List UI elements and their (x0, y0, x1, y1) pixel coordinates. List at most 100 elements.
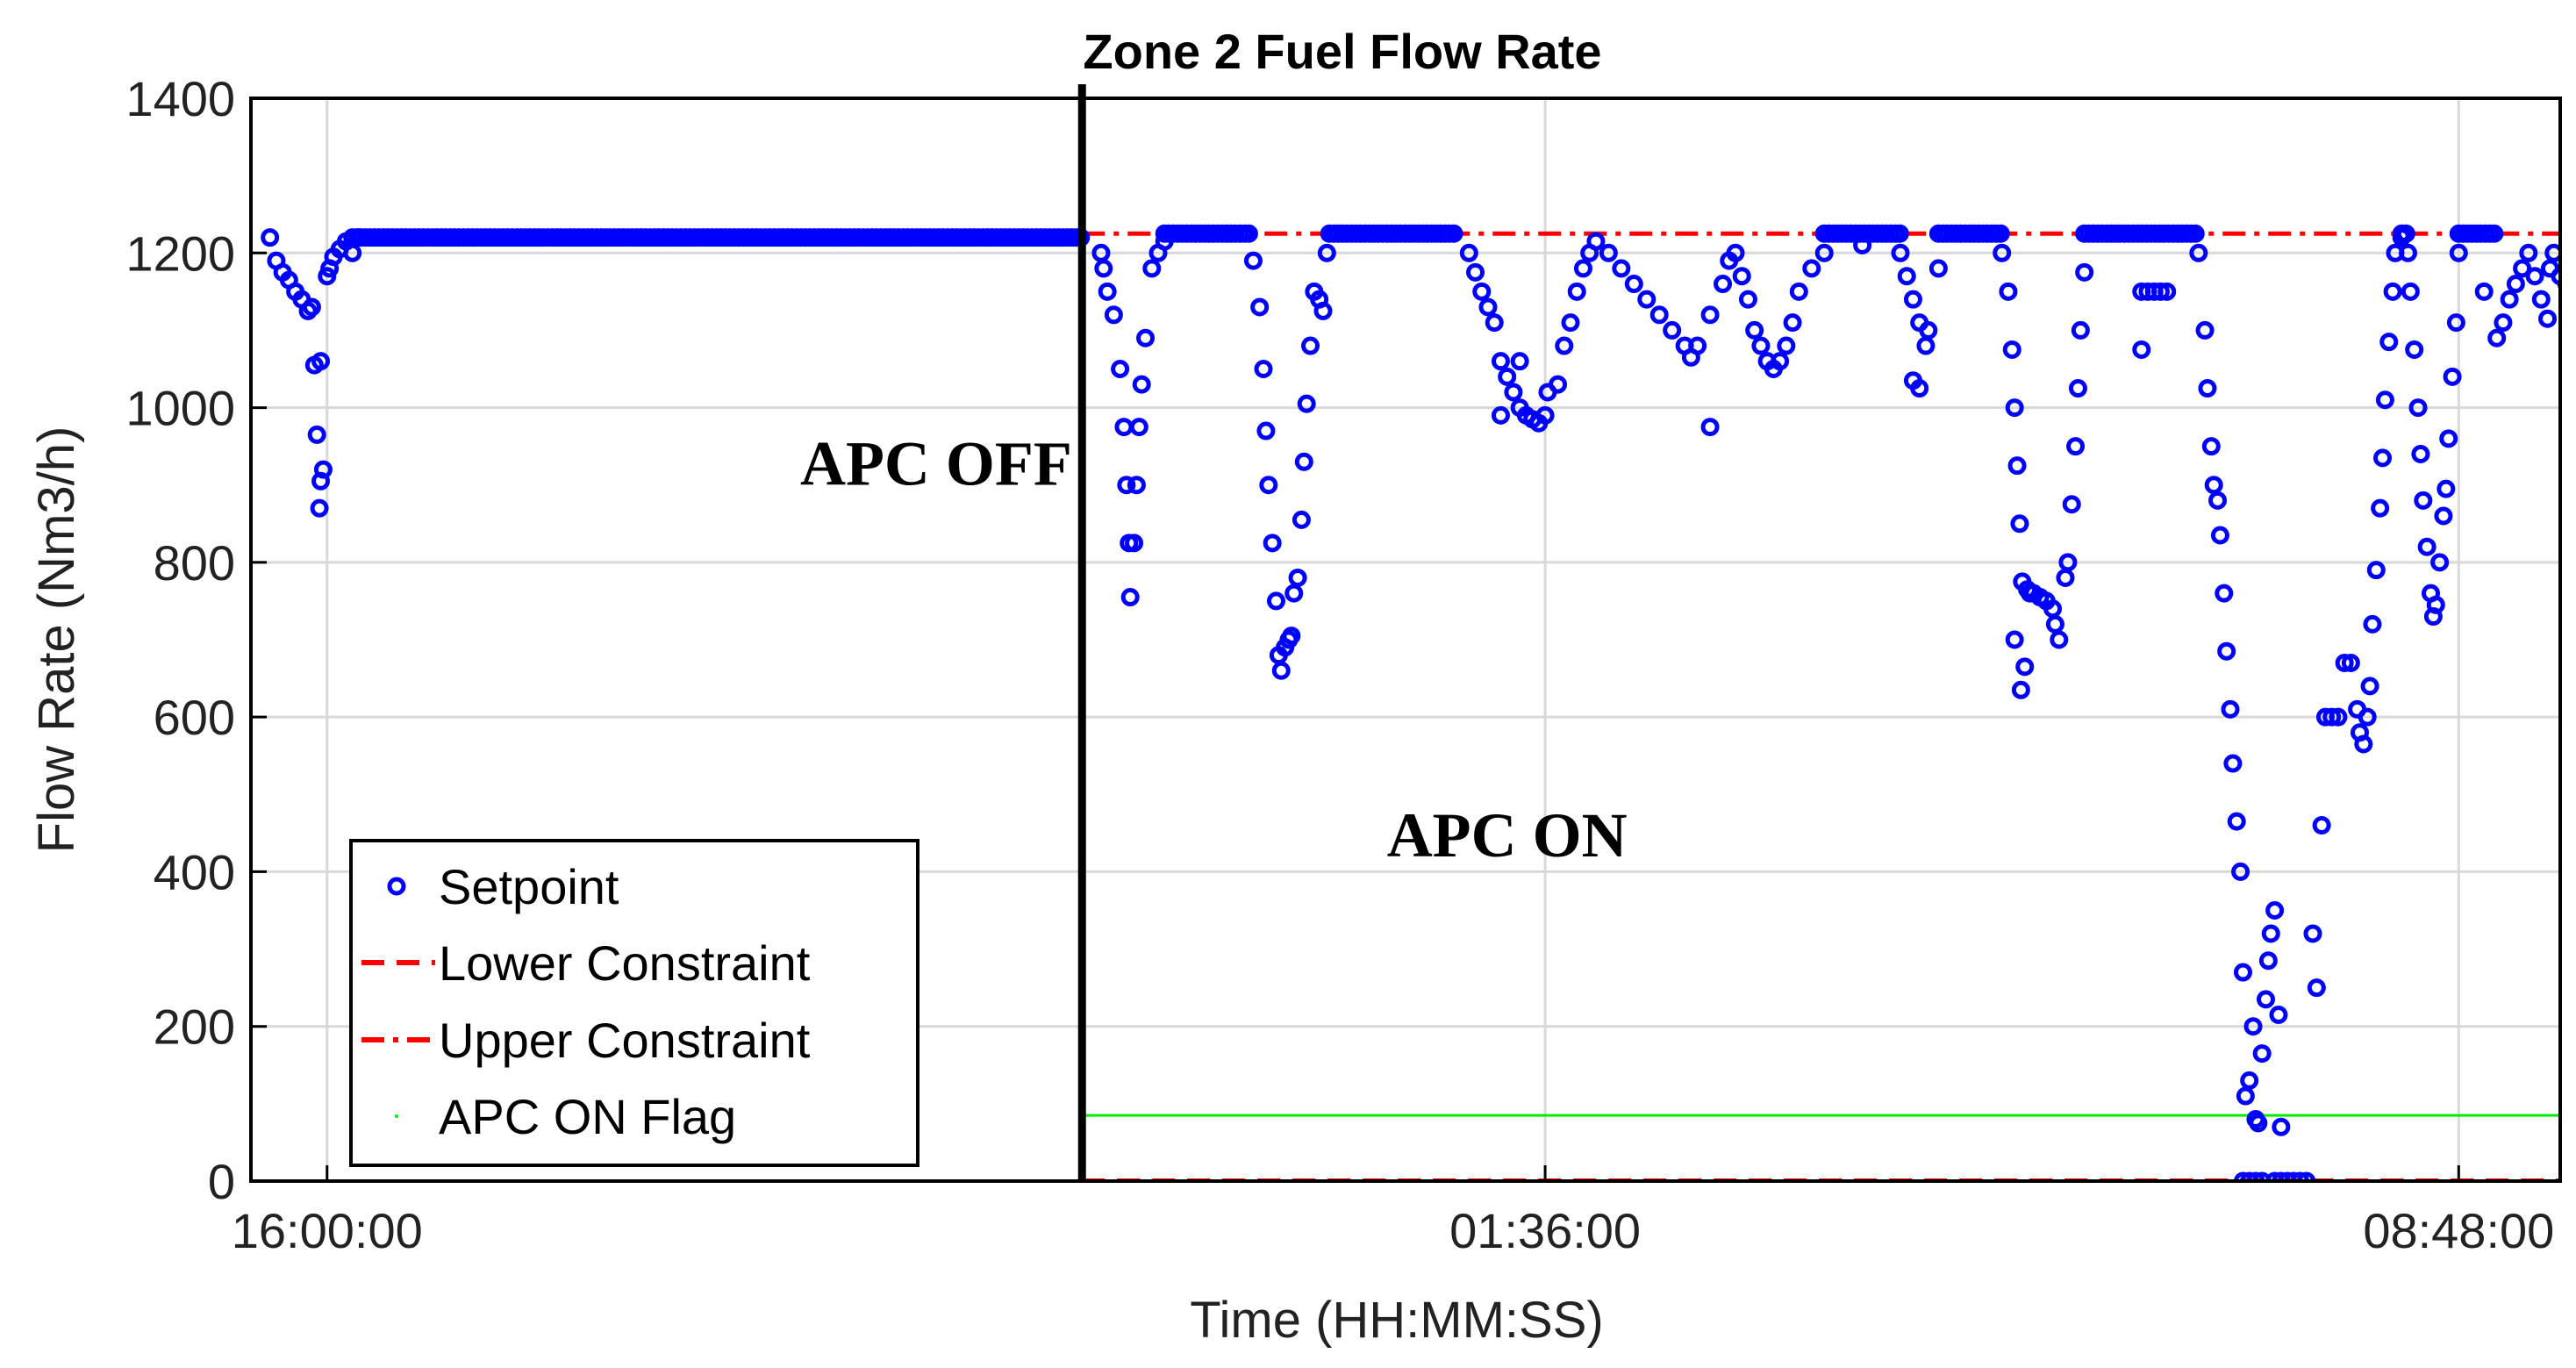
setpoint-marker (1132, 375, 1151, 394)
setpoint-marker (2474, 282, 2494, 301)
setpoint-marker (1129, 418, 1148, 437)
chart-title: Zone 2 Fuel Flow Rate (1083, 24, 1601, 79)
setpoint-marker (2062, 495, 2081, 514)
setpoint-marker (1313, 301, 1333, 320)
setpoint-marker (2071, 320, 2090, 340)
setpoint-marker (1104, 305, 1123, 325)
setpoint-marker (2010, 514, 2029, 534)
setpoint-marker (2411, 444, 2430, 463)
setpoint-marker (1783, 313, 1802, 333)
setpoint-marker (2204, 476, 2223, 495)
setpoint-marker (2075, 262, 2094, 282)
setpoint-marker (2494, 313, 2513, 333)
setpoint-marker (1472, 282, 1492, 301)
x-tick-label: 08:48:00 (2363, 1203, 2554, 1258)
x-tick-label: 01:36:00 (1449, 1203, 1641, 1258)
setpoint-marker (2258, 951, 2278, 970)
setpoint-marker (2430, 553, 2450, 572)
setpoint-marker (1771, 352, 1790, 371)
setpoint-marker (2408, 398, 2428, 418)
setpoint-marker (2186, 224, 2205, 243)
setpoint-marker (2401, 282, 2420, 301)
y-tick-label: 1200 (125, 226, 235, 281)
setpoint-marker (1891, 243, 1910, 262)
setpoint-marker (2341, 653, 2360, 672)
setpoint-marker (2538, 309, 2558, 328)
setpoint-marker (2487, 328, 2507, 347)
setpoint-marker (1612, 259, 1631, 278)
setpoint-marker (2252, 1044, 2272, 1064)
setpoint-marker (1802, 259, 1821, 278)
setpoint-marker (313, 460, 333, 479)
plot-content (261, 224, 2576, 1181)
setpoint-marker (1466, 262, 1485, 282)
setpoint-marker (2249, 1114, 2268, 1133)
setpoint-marker (2198, 379, 2217, 398)
setpoint-marker (2307, 978, 2326, 998)
setpoint-marker (1991, 224, 2010, 243)
setpoint-marker (2056, 568, 2075, 587)
setpoint-marker (1738, 290, 1757, 309)
y-axis-label: Flow Rate (Nm3/h) (28, 426, 85, 854)
setpoint-marker (2231, 862, 2250, 881)
setpoint-marker (2066, 437, 2086, 456)
setpoint-marker (2265, 1171, 2285, 1181)
setpoint-marker (302, 297, 321, 317)
y-tick-label: 800 (154, 535, 235, 591)
setpoint-marker (1919, 320, 1938, 340)
setpoint-marker (2335, 653, 2354, 672)
setpoint-marker (2565, 261, 2576, 276)
setpoint-marker (2272, 1117, 2291, 1136)
setpoint-marker (2261, 924, 2280, 943)
setpoint-marker (2240, 1071, 2259, 1090)
setpoint-marker (2392, 228, 2411, 247)
setpoint-marker (1444, 224, 1463, 243)
setpoint-marker (2236, 1086, 2255, 1106)
setpoint-marker (2513, 259, 2532, 278)
setpoint-marker (1136, 328, 1156, 347)
setpoint-marker (1567, 282, 1586, 301)
setpoint-marker (1745, 320, 1764, 340)
setpoint-marker (2002, 340, 2021, 359)
setpoint-marker (1120, 588, 1140, 607)
setpoint-marker (1789, 282, 1808, 301)
setpoint-marker (1510, 352, 1529, 371)
setpoint-marker (1111, 360, 1130, 378)
setpoint-marker (1098, 282, 1117, 301)
legend-label-flag: APC ON Flag (439, 1089, 736, 1144)
setpoint-marker (2005, 630, 2024, 649)
setpoint-marker (2210, 526, 2229, 545)
setpoint-marker (310, 498, 329, 518)
setpoint-marker (2383, 282, 2402, 301)
x-tick-label: 16:00:00 (232, 1203, 423, 1258)
setpoint-marker (2371, 498, 2390, 518)
setpoint-marker (2217, 641, 2236, 661)
setpoint-marker (1573, 259, 1592, 278)
setpoint-marker (2572, 246, 2576, 260)
setpoint-marker (2405, 340, 2424, 359)
setpoint-marker (2485, 224, 2504, 243)
setpoint-marker (1897, 267, 1916, 286)
setpoint-marker (1294, 452, 1313, 471)
setpoint-marker (2417, 537, 2436, 556)
setpoint-marker (2519, 243, 2538, 262)
setpoint-marker (1549, 375, 1568, 394)
setpoint-marker (1993, 243, 2012, 262)
setpoint-markers (261, 224, 2576, 1181)
setpoint-marker (2157, 282, 2177, 301)
setpoint-marker (2007, 456, 2027, 476)
setpoint-marker (2278, 1171, 2297, 1181)
annotation-apc-off: APC OFF (800, 429, 1072, 499)
setpoint-marker (2506, 275, 2525, 294)
setpoint-marker (1732, 267, 1751, 286)
setpoint-marker (2312, 816, 2331, 835)
setpoint-marker (2272, 1171, 2291, 1181)
setpoint-marker (2243, 1017, 2263, 1036)
setpoint-marker (2265, 901, 2285, 920)
setpoint-marker (2045, 614, 2064, 634)
setpoint-marker (1561, 313, 1580, 333)
setpoint-marker (2132, 340, 2151, 359)
setpoint-marker (2221, 699, 2240, 719)
legend-marker-flag (395, 1114, 398, 1118)
